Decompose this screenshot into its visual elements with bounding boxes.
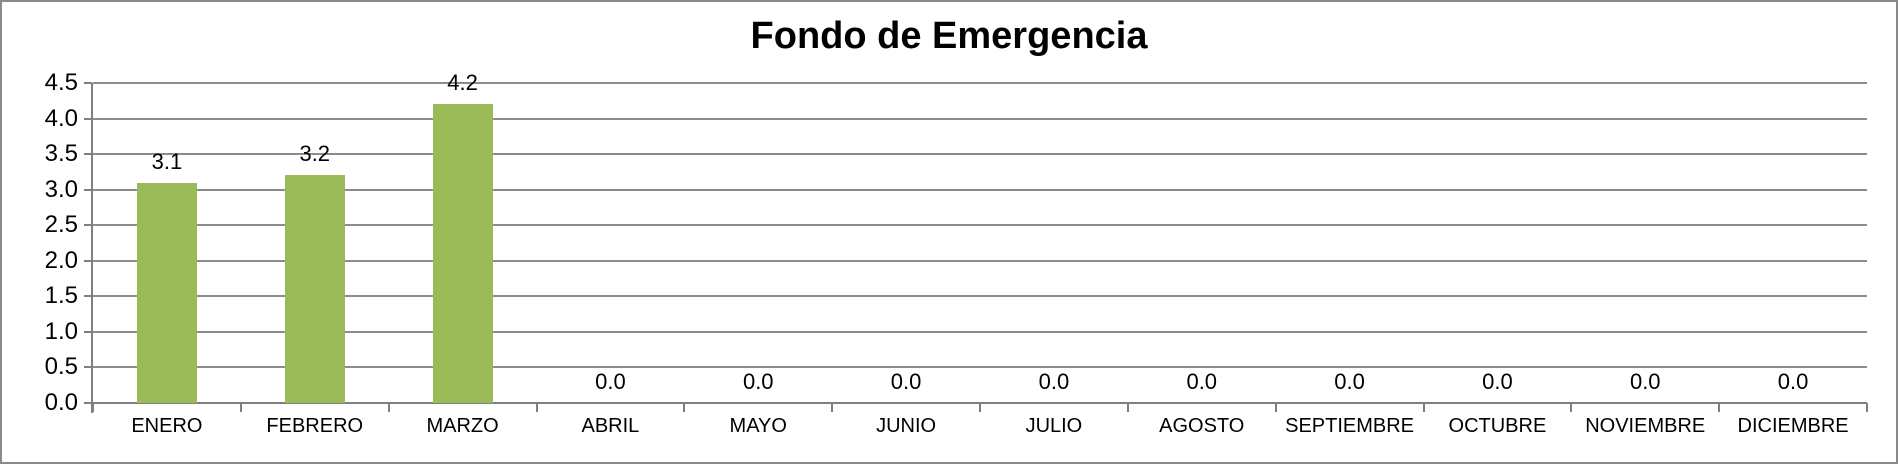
y-axis-tick: [84, 402, 92, 404]
x-axis-tick: [535, 403, 538, 412]
x-axis-tick: [1422, 403, 1425, 412]
bar-data-label: 0.0: [1777, 369, 1809, 394]
x-axis-tick: [1570, 403, 1573, 412]
x-axis-label: ABRIL: [581, 415, 640, 437]
y-axis-tick: [84, 82, 92, 84]
x-axis-label: ENERO: [131, 415, 203, 437]
y-axis-tick: [84, 188, 92, 191]
y-axis-label: 3.0: [44, 175, 78, 203]
y-axis-label: 2.0: [44, 246, 78, 274]
plot-area: 3.1 3.2 4.2 0.0 0.0 0.0 0.0 0.0 0.0 0.0 0.0 0.0: [93, 71, 1867, 403]
x-axis-label: AGOSTO: [1159, 415, 1245, 437]
gridline: [93, 366, 1867, 369]
x-axis-label: MARZO: [426, 415, 499, 437]
x-axis-tick: [831, 403, 834, 412]
x-axis-tick: [683, 403, 686, 412]
gridline: [93, 153, 1867, 156]
x-axis-label: OCTUBRE: [1448, 415, 1547, 437]
gridline: [93, 330, 1867, 333]
bar-data-label: 3.2: [299, 141, 331, 167]
x-axis-tick: [1274, 403, 1277, 412]
x-axis-label: JUNIO: [876, 415, 937, 437]
x-axis-tick: [92, 403, 94, 412]
bar[interactable]: [432, 104, 493, 403]
chart-title: Fondo de Emergencia: [750, 15, 1148, 57]
y-axis-label: 2.5: [44, 211, 78, 239]
bar[interactable]: [284, 175, 345, 403]
gridline: [93, 117, 1867, 120]
gridline: [93, 82, 1867, 84]
bar-data-label: 0.0: [742, 369, 774, 394]
y-axis-label: 1.5: [44, 282, 78, 310]
bar-data-label: 0.0: [1629, 369, 1661, 394]
x-axis-tick: [387, 403, 390, 412]
bar-data-label: 0.0: [1334, 369, 1365, 394]
gridline: [93, 295, 1867, 298]
y-axis-label: 4.0: [44, 104, 78, 132]
bar-data-label: 3.1: [151, 148, 183, 174]
gridline: [93, 188, 1867, 191]
y-axis-line: [91, 83, 93, 413]
y-axis-label: 0.5: [44, 353, 78, 381]
y-axis-label: 3.5: [44, 140, 78, 168]
bar[interactable]: [136, 182, 197, 403]
x-axis-tick: [239, 403, 242, 412]
x-axis-tick: [1126, 403, 1129, 412]
bar-data-label: 0.0: [1186, 369, 1218, 394]
x-axis-label: SEPTIEMBRE: [1285, 415, 1415, 437]
x-axis-line: [84, 402, 1867, 404]
y-axis-tick: [84, 117, 92, 120]
y-axis-tick: [84, 153, 92, 156]
y-axis-tick: [84, 295, 92, 298]
x-axis-label: FEBRERO: [266, 415, 364, 437]
x-axis-label: NOVIEMBRE: [1585, 415, 1706, 437]
bar-data-label: 4.2: [447, 70, 478, 96]
bar-data-label: 0.0: [595, 369, 626, 394]
gridline: [93, 224, 1867, 227]
x-axis-label: MAYO: [729, 415, 787, 437]
y-axis-tick: [84, 224, 92, 227]
x-axis-tick: [979, 403, 981, 412]
x-axis-label: DICIEMBRE: [1737, 415, 1849, 437]
bar-data-label: 0.0: [1038, 369, 1070, 394]
bar-data-label: 0.0: [890, 369, 922, 394]
bar-data-label: 0.0: [1482, 369, 1513, 394]
x-axis-tick: [1866, 403, 1868, 412]
x-axis-tick: [1718, 403, 1721, 412]
y-axis-label: 4.5: [44, 69, 78, 96]
y-axis-tick: [84, 366, 92, 369]
y-axis-label: 0.0: [44, 389, 78, 416]
gridline: [93, 259, 1867, 262]
y-axis-tick: [84, 259, 92, 262]
x-axis-label: JULIO: [1025, 415, 1083, 437]
y-axis-label: 1.0: [44, 317, 78, 345]
y-axis-tick: [84, 330, 92, 333]
